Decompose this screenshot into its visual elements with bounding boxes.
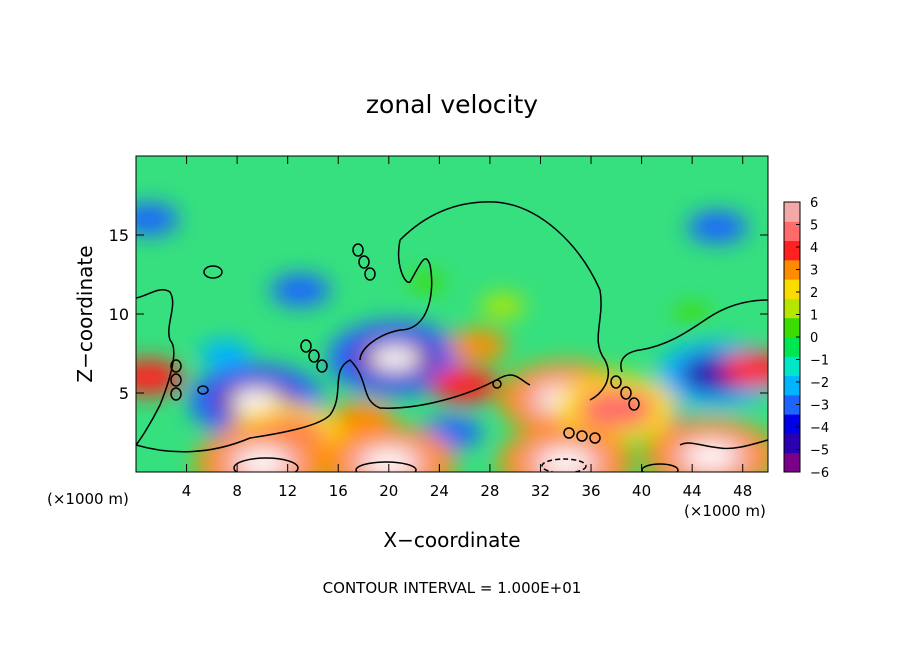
contour-line-right-lower [679, 439, 768, 450]
colorbar-swatch [784, 433, 800, 454]
contour-loop [203, 265, 223, 279]
contour-loop [197, 385, 209, 395]
colorbar-swatch [784, 221, 800, 242]
x-tick-label: 12 [278, 482, 297, 500]
field-blob [198, 339, 251, 368]
colorbar-swatch [784, 240, 800, 261]
contour-loop [355, 461, 417, 472]
field-blob [674, 304, 711, 324]
contour-loop [308, 349, 320, 363]
y-tick-label: 15 [109, 226, 129, 245]
contour-loop [610, 375, 622, 389]
colorbar-tick-label: −5 [810, 444, 829, 459]
colorbar-tick-label: −3 [810, 399, 829, 414]
field-blob [136, 203, 179, 236]
x-tick-label: 40 [632, 482, 651, 500]
colorbar [783, 201, 801, 473]
x-tick-label: 44 [683, 482, 702, 500]
x-tick-label: 48 [733, 482, 752, 500]
colorbar-swatch [784, 202, 800, 222]
colorbar-swatch [784, 375, 800, 396]
contour-loop [352, 243, 364, 257]
colorbar-tick-label: 2 [810, 286, 818, 301]
contour-loop [589, 432, 601, 444]
contour-line-dome [399, 201, 610, 401]
field-blob [333, 400, 394, 433]
field-blob [687, 211, 748, 244]
contour-loop [364, 267, 376, 281]
contour-loop [563, 427, 575, 439]
contour-line-hook [359, 239, 433, 361]
colorbar-tick-label: 4 [810, 241, 818, 256]
x-axis-label: X−coordinate [383, 528, 520, 552]
field-core [237, 450, 288, 472]
colorbar-tick-label: 3 [810, 264, 818, 279]
contour-loop [170, 359, 182, 373]
y-tick-label: 10 [109, 305, 129, 324]
contour-lines [136, 201, 768, 472]
colorbar-swatch [784, 337, 800, 357]
field-blob [721, 351, 768, 388]
colorbar-swatch [784, 414, 800, 434]
contour-loop [576, 430, 588, 442]
chart-title: zonal velocity [366, 90, 538, 119]
x-tick-label: 16 [329, 482, 348, 500]
field-blob [408, 272, 445, 293]
contour-loop [628, 397, 640, 411]
contour-loop [358, 255, 370, 269]
colorbar-tick-label: −2 [810, 376, 829, 391]
colorbar-labels: 6 5 4 3 2 1 0 −1 −2 −3 −4 −5 −6 [810, 196, 829, 481]
contour-line-main [136, 288, 175, 446]
x-tick-label: 28 [480, 482, 499, 500]
colorbar-tick-label: −1 [810, 354, 829, 369]
plot-area [136, 156, 768, 472]
y-tick-label: 5 [119, 384, 129, 403]
contour-interval-note: CONTOUR INTERVAL = 1.000E+01 [323, 579, 582, 597]
field-core [369, 346, 421, 371]
colorbar-tick-label: 0 [810, 331, 818, 346]
colorbar-swatch [784, 317, 800, 338]
field-core [540, 450, 591, 472]
colorbar-tick-label: −6 [810, 466, 829, 481]
colorbar-swatch [784, 279, 800, 299]
contour-loop [170, 387, 182, 401]
field-blob [578, 388, 655, 429]
contour-loop [233, 457, 299, 472]
x-axis-unit-right: (×1000 m) [684, 502, 766, 520]
x-axis-unit-left: (×1000 m) [47, 490, 129, 508]
colorbar-tick-label: −4 [810, 421, 829, 436]
field-core [363, 450, 414, 472]
contour-loop [492, 379, 502, 389]
colorbar-tick-label: 6 [810, 196, 818, 211]
colorbar-swatch [784, 356, 800, 377]
x-tick-label: 8 [232, 482, 242, 500]
field-blob [447, 329, 508, 362]
colorbar-tick-label: 1 [810, 309, 818, 324]
colorbar-swatch [784, 259, 800, 280]
velocity-field [136, 203, 768, 472]
x-tick-label: 36 [581, 482, 600, 500]
contour-loop [170, 373, 182, 387]
colorbar-swatch [784, 452, 800, 473]
contour-loop [300, 339, 312, 353]
field-core [685, 444, 737, 469]
y-axis-label: Z−coordinate [73, 245, 97, 382]
contour-line-right [620, 299, 768, 373]
colorbar-swatch [784, 394, 800, 415]
field-blob [270, 274, 331, 307]
field-blob [480, 294, 525, 319]
colorbar-tick-label: 5 [810, 219, 818, 234]
x-tick-label: 32 [531, 482, 550, 500]
contour-loop [541, 458, 587, 472]
x-tick-label: 20 [379, 482, 398, 500]
x-tick-label: 24 [430, 482, 449, 500]
contour-loop [316, 359, 328, 373]
x-tick-label: 4 [182, 482, 192, 500]
colorbar-swatch [784, 298, 800, 319]
field-blob [430, 367, 499, 404]
axis-ticks [136, 156, 768, 472]
contour-loop [620, 386, 632, 400]
